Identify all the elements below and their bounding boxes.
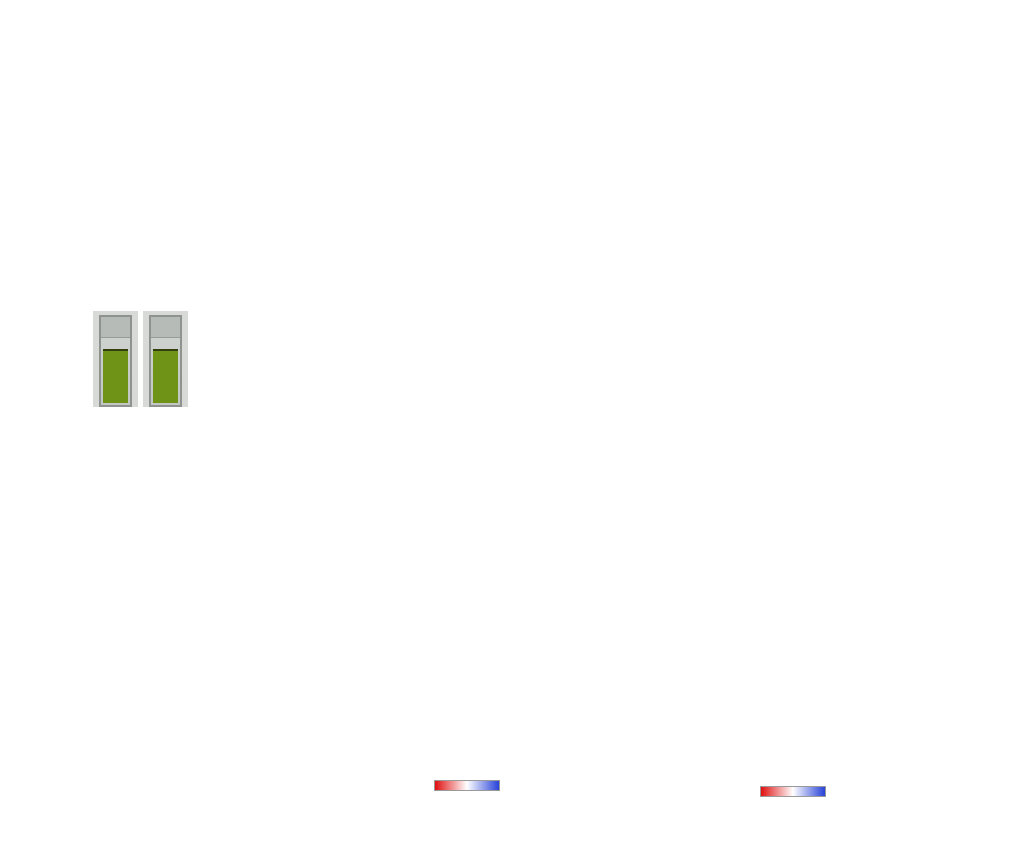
cv-chart-ang-a <box>400 313 678 521</box>
cv-chart-ang-b <box>724 313 1016 521</box>
colorbar-gradient <box>760 786 826 797</box>
cuvette-photos <box>93 311 188 407</box>
cuvette-photo-ang-b <box>143 311 188 407</box>
cuvette-ang-b <box>149 315 182 407</box>
acid-plots-panel <box>560 0 1024 300</box>
cuvette-liquid <box>103 349 128 403</box>
cuvette-liquid <box>153 349 178 403</box>
colorbar-gradient <box>434 780 500 791</box>
energy-states-chart <box>50 572 352 800</box>
cuvette-ang-a <box>99 315 132 407</box>
molecular-structures-panel <box>0 0 560 300</box>
cuvette-cap <box>151 317 180 338</box>
spin-density-colorbar-h <box>758 786 828 797</box>
spin-density-colorbar-g <box>432 780 502 791</box>
epr-chart-ang-b <box>418 572 688 800</box>
cuvette-cap <box>101 317 130 338</box>
cuvette-photo-ang-a <box>93 311 138 407</box>
epr-chart-ang-b-dication <box>748 572 1016 800</box>
